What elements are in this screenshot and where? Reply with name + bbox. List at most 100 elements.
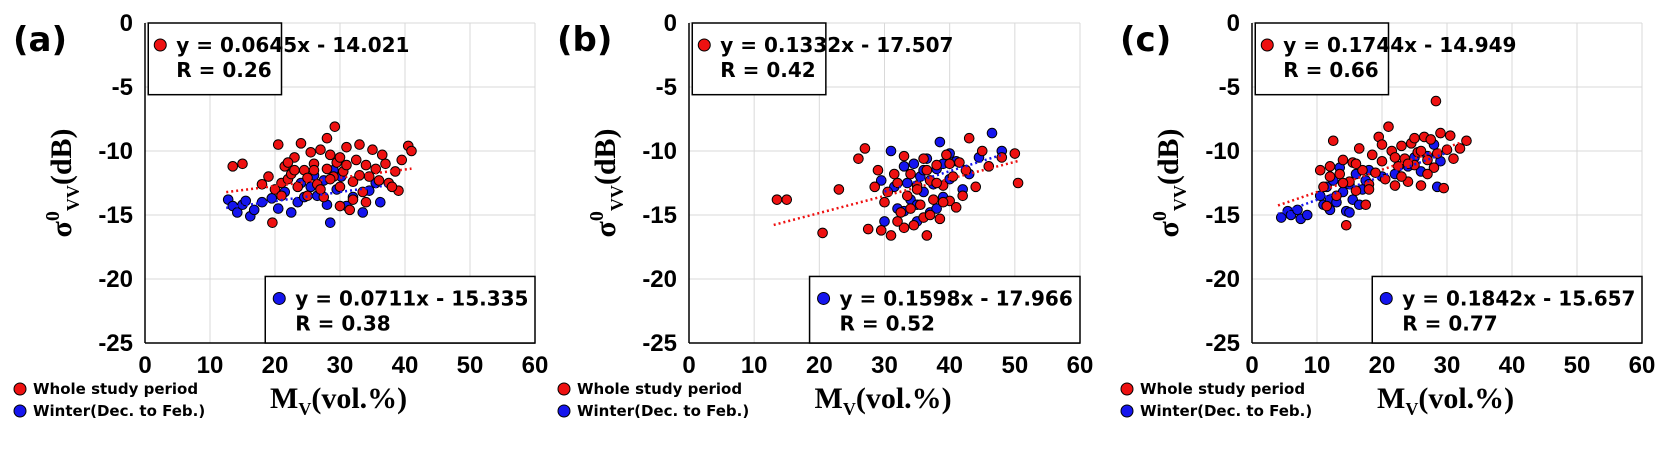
whole-point (1415, 180, 1427, 191)
whole-point (1425, 134, 1437, 145)
whole-r-value: R = 0.26 (176, 58, 271, 82)
y-axis-label-part: 0 (42, 211, 64, 221)
x-tick-label: 40 (1499, 352, 1526, 379)
whole-point (341, 141, 352, 153)
whole-point (347, 176, 359, 188)
whole-point (1389, 152, 1401, 163)
winter-point (232, 207, 243, 218)
whole-point (1396, 140, 1407, 152)
y-axis-label: σ0VV(dB) (586, 128, 627, 237)
y-tick-label: -15 (98, 202, 133, 229)
whole-point (1337, 177, 1349, 189)
whole-equation-box (691, 22, 827, 96)
winter-point (357, 207, 369, 218)
x-tick-label: 0 (138, 352, 151, 379)
y-tick-label: 0 (120, 10, 133, 37)
y-tick-label: -5 (1219, 74, 1240, 101)
whole-trendline (226, 167, 412, 194)
y-axis-label-part: (dB) (45, 128, 78, 185)
whole-point (892, 177, 903, 189)
whole-point (895, 207, 907, 218)
whole-point (380, 158, 391, 170)
y-tick-label: -20 (1205, 266, 1240, 293)
whole-point (1454, 143, 1466, 154)
winter-r-value: R = 0.52 (840, 311, 935, 335)
whole-point (957, 190, 969, 202)
y-tick-label: -20 (642, 266, 677, 293)
y-tick-label: -25 (642, 330, 677, 357)
panel-2: 0 10 20 30 40 50 600-5-10-15-20-25(c)σ0VV(dB)M… (1120, 10, 1655, 420)
whole-point (941, 149, 952, 161)
panel-label: (c) (1120, 20, 1171, 60)
winter-point (1344, 207, 1355, 218)
whole-marker-icon (697, 38, 711, 52)
whole-point (315, 144, 326, 156)
panel-label: (b) (557, 20, 612, 60)
whole-point (1422, 154, 1433, 166)
winter-point (272, 203, 284, 214)
whole-point (354, 139, 365, 150)
whole-point (1389, 180, 1401, 191)
x-axis-label-part: M (815, 382, 843, 415)
whole-point (1428, 162, 1440, 173)
whole-point (954, 157, 965, 168)
y-tick-label: -25 (98, 330, 133, 357)
legend-whole-label: Whole study period (33, 380, 198, 398)
whole-point (888, 168, 900, 180)
y-tick-label: -15 (642, 202, 677, 229)
whole-point (902, 190, 913, 202)
winter-marker-icon (272, 291, 286, 305)
whole-point (282, 157, 294, 168)
whole-point (1350, 185, 1362, 196)
winter-marker-icon (1379, 291, 1393, 305)
whole-point (386, 181, 398, 193)
legend-whole-icon (1120, 382, 1134, 396)
winter-marker-icon (817, 291, 831, 305)
whole-point (1334, 168, 1346, 180)
y-axis-label: σ0VV(dB) (42, 128, 83, 237)
y-tick-label: -5 (112, 74, 133, 101)
winter-point (240, 195, 252, 207)
whole-equation: y = 0.0645x - 14.021 (176, 33, 409, 57)
legend-whole-icon (13, 382, 27, 396)
whole-point (1009, 148, 1021, 159)
x-axis-label-part: V (1405, 399, 1418, 419)
whole-point (324, 149, 336, 161)
whole-point (875, 225, 887, 236)
y-axis-label-part: (dB) (1152, 128, 1185, 185)
whole-point (905, 168, 916, 180)
winter-trendline (226, 184, 386, 210)
y-axis-label-part: VV (63, 185, 83, 211)
winter-point (248, 204, 260, 216)
y-axis-label-part: σ (589, 221, 622, 238)
whole-point (1376, 139, 1388, 150)
whole-point (305, 146, 317, 158)
y-axis-label-part: (dB) (589, 128, 622, 185)
x-tick-label: 0 (682, 352, 695, 379)
whole-point (1444, 130, 1456, 141)
legend-winter-label: Winter(Dec. to Feb.) (33, 402, 205, 420)
x-tick-label: 50 (1564, 352, 1591, 379)
x-axis-label-part: V (298, 399, 311, 419)
winter-point (285, 207, 297, 218)
whole-point (289, 164, 300, 176)
y-axis-label-part: VV (1170, 185, 1190, 211)
whole-point (295, 138, 307, 149)
x-tick-label: 60 (1067, 352, 1094, 379)
whole-point (1409, 132, 1420, 144)
whole-point (1012, 177, 1024, 189)
whole-point (898, 222, 910, 234)
whole-point (334, 152, 346, 163)
whole-point (329, 121, 341, 132)
legend-winter-label: Winter(Dec. to Feb.) (1140, 402, 1312, 420)
winter-point (875, 175, 887, 186)
legend-whole-label: Whole study period (1140, 380, 1305, 398)
panel-1: 0 10 20 30 40 50 600-5-10-15-20-25(b)σ0VV(dB)M… (557, 10, 1093, 420)
whole-point (1366, 149, 1378, 161)
whole-point (308, 164, 320, 176)
whole-point (950, 202, 962, 213)
winter-point (375, 196, 386, 208)
whole-point (928, 194, 939, 205)
whole-point (983, 161, 995, 172)
x-tick-label: 50 (457, 352, 484, 379)
